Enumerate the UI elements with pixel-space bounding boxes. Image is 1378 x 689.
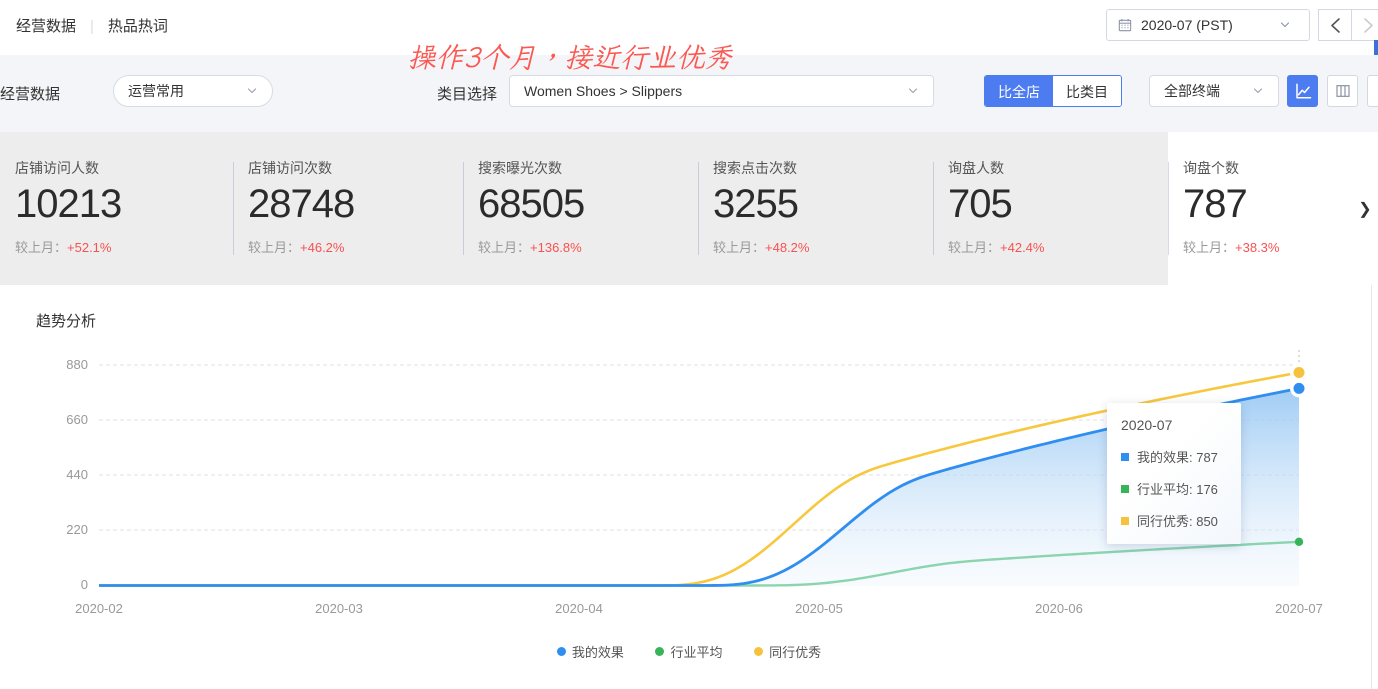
svg-text:880: 880	[66, 357, 88, 372]
svg-text:2020-02: 2020-02	[75, 601, 123, 616]
svg-text:2020-03: 2020-03	[315, 601, 363, 616]
svg-text:2020-05: 2020-05	[795, 601, 843, 616]
svg-text:220: 220	[66, 522, 88, 537]
svg-text:440: 440	[66, 467, 88, 482]
svg-text:0: 0	[81, 577, 88, 592]
svg-text:2020-06: 2020-06	[1035, 601, 1083, 616]
svg-text:2020-04: 2020-04	[555, 601, 603, 616]
svg-text:2020-07: 2020-07	[1275, 601, 1323, 616]
svg-text:660: 660	[66, 412, 88, 427]
